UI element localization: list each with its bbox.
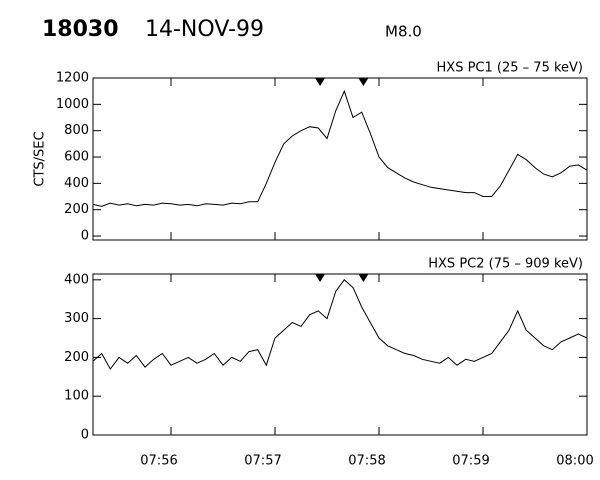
time-marker: [315, 274, 326, 282]
time-marker: [358, 274, 369, 282]
time-marker: [315, 78, 326, 86]
y-tick-label: 300: [64, 311, 89, 326]
flare-class: M8.0: [385, 23, 422, 41]
plot-frame: [92, 77, 588, 241]
y-tick-label: 1000: [56, 97, 89, 112]
data-line: [92, 279, 588, 370]
x-tick-label: 07:58: [348, 454, 385, 469]
x-tick-label: 07:57: [244, 454, 281, 469]
y-tick-label: 200: [64, 202, 89, 217]
y-axis-label: CTS/SEC: [33, 131, 48, 186]
event-date: 14-NOV-99: [145, 17, 264, 42]
data-line: [92, 89, 588, 207]
x-tick-label: 07:56: [140, 454, 177, 469]
panel-label: HXS PC2 (75 – 909 keV): [428, 257, 583, 272]
y-tick-label: 200: [64, 350, 89, 365]
x-tick-label: 07:59: [452, 454, 489, 469]
event-id: 18030: [42, 17, 119, 42]
y-tick-label: 0: [81, 428, 89, 443]
y-tick-label: 100: [64, 389, 89, 404]
y-tick-label: 1200: [56, 71, 89, 86]
y-tick-label: 600: [64, 150, 89, 165]
plot-frame: [92, 273, 588, 436]
time-marker: [358, 78, 369, 86]
panel-label: HXS PC1 (25 – 75 keV): [437, 61, 583, 76]
y-tick-label: 800: [64, 123, 89, 138]
x-tick-label: 08:00: [556, 454, 593, 469]
y-tick-label: 400: [64, 272, 89, 287]
y-tick-label: 0: [81, 229, 89, 244]
y-tick-label: 400: [64, 176, 89, 191]
